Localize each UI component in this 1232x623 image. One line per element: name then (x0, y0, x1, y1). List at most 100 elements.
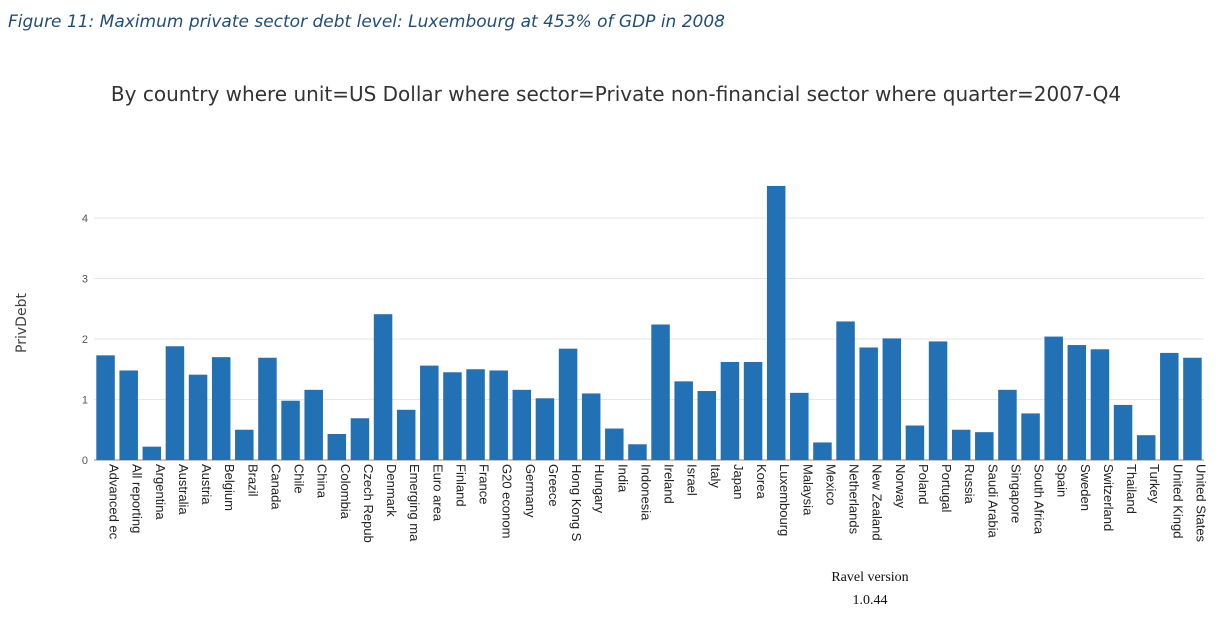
x-category-label: Finland (453, 464, 468, 507)
bar[interactable] (951, 429, 971, 460)
bar[interactable] (466, 369, 485, 460)
x-category-label: Germany (523, 464, 538, 518)
x-category-label: Saudi Arabia (985, 464, 1000, 538)
bar[interactable] (766, 185, 786, 460)
x-category-label: Indonesia (638, 464, 653, 521)
bar[interactable] (790, 392, 809, 461)
figure-caption: Figure 11: Maximum private sector debt l… (8, 12, 725, 32)
x-category-label: Hungary (592, 464, 607, 514)
x-category-label: Brazil (245, 464, 260, 497)
x-category-label: Korea (754, 464, 769, 499)
x-category-label: Mexico (823, 464, 838, 505)
bar[interactable] (813, 442, 832, 460)
bar[interactable] (1090, 349, 1110, 460)
bar[interactable] (859, 347, 878, 460)
x-category-label: G20 econom (500, 464, 515, 538)
bar[interactable] (1183, 357, 1202, 460)
gridlines (94, 217, 1204, 461)
bar[interactable] (304, 389, 323, 460)
y-tick-label: 4 (82, 213, 88, 225)
x-category-label: Switzerland (1101, 464, 1116, 531)
bar[interactable] (281, 400, 300, 460)
bar[interactable] (327, 433, 347, 461)
y-ticks: 0 1 2 3 4 (82, 213, 88, 467)
y-tick-label: 0 (82, 455, 88, 467)
bar[interactable] (350, 418, 370, 460)
x-category-label: India (615, 464, 630, 493)
bar[interactable] (836, 321, 855, 460)
x-category-label: Czech Repub (361, 464, 376, 543)
bar[interactable] (697, 391, 717, 460)
bar[interactable] (1067, 345, 1087, 460)
bar[interactable] (743, 361, 763, 460)
bar[interactable] (928, 341, 948, 460)
x-category-label: Denmark (384, 464, 399, 517)
bar[interactable] (1136, 435, 1156, 460)
x-category-label: Luxembourg (777, 464, 792, 536)
x-category-label: Hong Kong S (569, 464, 584, 542)
x-category-label: Russia (962, 464, 977, 505)
bar[interactable] (165, 346, 185, 460)
bar[interactable] (1113, 404, 1133, 460)
x-category-label: Belgium (222, 464, 237, 511)
x-category-label: New Zealand (870, 464, 885, 541)
bar[interactable] (998, 389, 1017, 460)
bar[interactable] (581, 393, 601, 460)
chart-title: By country where unit=US Dollar where se… (110, 82, 1122, 106)
bar[interactable] (674, 381, 693, 460)
bar[interactable] (258, 357, 277, 460)
bar[interactable] (396, 409, 416, 460)
x-category-label: Austria (199, 464, 214, 505)
x-category-label: United States (1193, 464, 1208, 543)
bar[interactable] (443, 372, 462, 460)
bar[interactable] (558, 348, 578, 460)
bar[interactable] (535, 398, 555, 460)
x-category-label: Greece (546, 464, 561, 507)
x-category-label: Euro area (430, 464, 445, 522)
x-category-label: United Kingd (1170, 464, 1185, 538)
bar[interactable] (235, 429, 254, 460)
bar[interactable] (142, 446, 162, 460)
x-category-label: Australia (176, 464, 191, 515)
x-category-label: All reporting (130, 464, 145, 533)
bar[interactable] (975, 432, 994, 460)
x-category-label: Turkey (1147, 464, 1162, 504)
x-category-label: Canada (268, 464, 283, 510)
x-category-label: Colombia (338, 464, 353, 520)
x-category-label: Thailand (1124, 464, 1139, 514)
bar[interactable] (882, 338, 902, 460)
ravel-version-number: 1.0.44 (852, 593, 888, 608)
bar[interactable] (96, 355, 115, 460)
bar[interactable] (905, 425, 925, 460)
bar[interactable] (211, 357, 231, 460)
x-category-label: Sweden (1078, 464, 1093, 511)
bar[interactable] (489, 370, 508, 460)
bar[interactable] (512, 389, 532, 460)
x-category-label: Spain (1055, 464, 1070, 497)
x-category-label: China (315, 464, 330, 499)
bar[interactable] (188, 374, 208, 460)
x-category-label: Chile (292, 464, 307, 494)
bar[interactable] (1021, 413, 1040, 461)
x-category-label: Poland (916, 464, 931, 504)
bar[interactable] (119, 370, 138, 460)
x-category-label: Norway (893, 464, 908, 509)
ravel-version-label: Ravel version (831, 570, 909, 585)
bar[interactable] (420, 365, 439, 460)
y-tick-label: 2 (82, 334, 88, 346)
bar[interactable] (1044, 336, 1063, 460)
bar[interactable] (605, 428, 624, 460)
bar[interactable] (373, 314, 393, 460)
x-category-label: Advanced ec (107, 464, 122, 540)
bar[interactable] (1160, 352, 1179, 460)
x-category-label: Singapore (1008, 464, 1023, 523)
bar[interactable] (628, 444, 647, 460)
category-labels: Advanced ec All reporting Argentina Austral… (107, 464, 1209, 543)
x-category-label: Japan (731, 464, 746, 499)
bar[interactable] (651, 324, 670, 460)
bars (96, 185, 1202, 461)
bar[interactable] (720, 361, 740, 460)
x-category-label: Israel (685, 464, 700, 496)
x-category-label: France (477, 464, 492, 504)
